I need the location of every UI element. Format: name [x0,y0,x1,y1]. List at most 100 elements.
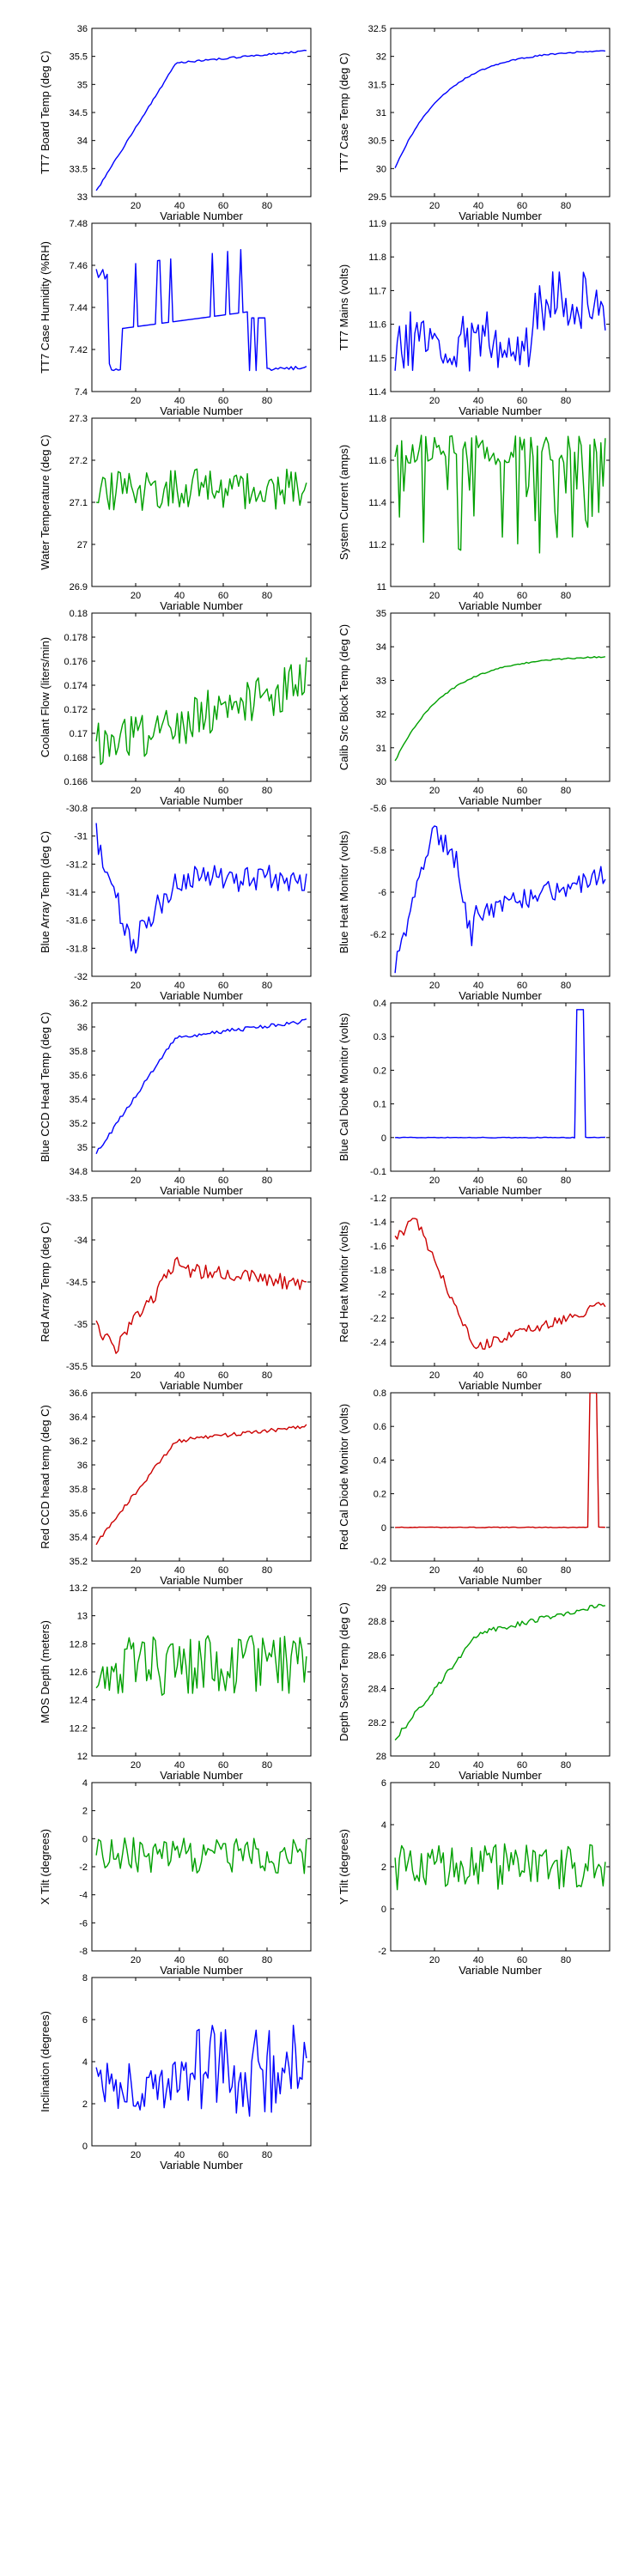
plot-frame [390,27,611,197]
series-line [95,1837,307,1874]
x-tick-label: 80 [262,201,272,211]
series-line [95,823,307,954]
x-tick-label: 60 [218,1760,228,1771]
y-tick-label: 35 [77,80,88,90]
y-tick-label: 0.168 [64,753,88,763]
y-tick-label: 7.42 [70,345,88,355]
y-tick-label: 7.44 [70,303,88,313]
y-tick-label: 27.2 [70,456,88,466]
x-tick-label: 20 [429,1370,440,1381]
series-line [95,249,307,372]
series-line [95,468,307,511]
y-tick-label: 31.5 [368,80,386,90]
x-axis-label: Variable Number [160,989,243,1002]
y-tick-label: -1.2 [370,1194,386,1204]
y-tick-label: 8 [82,1973,88,1984]
y-tick-label: 11.5 [368,354,386,364]
chart-panel-20: 20 40 60 80 -2 0 2 4 6 Variable Number Y Tilt (deg… [337,1778,611,1977]
y-tick-label: 35.8 [70,1047,88,1057]
y-tick-label: 28.6 [368,1650,386,1661]
y-tick-label: 35.2 [70,1557,88,1567]
y-tick-label: 12.4 [70,1696,88,1706]
x-axis-label: Variable Number [160,210,243,222]
x-tick-label: 40 [174,1955,185,1965]
y-tick-label: -31 [74,832,88,842]
x-axis-label: Variable Number [160,1574,243,1587]
y-axis-label: Y Tilt (degrees) [337,1829,350,1905]
plot-frame [390,1392,611,1562]
y-tick-label: 0.4 [374,1455,386,1466]
y-axis-label: System Current (amps) [337,445,350,560]
x-tick-label: 80 [262,981,272,991]
y-tick-label: 36 [77,1461,88,1471]
y-tick-label: 0.178 [64,633,88,643]
x-tick-label: 80 [262,786,272,796]
x-tick-label: 80 [262,1955,272,1965]
x-tick-label: 40 [473,1370,483,1381]
y-tick-label: 0 [381,1905,386,1915]
x-tick-label: 40 [174,201,185,211]
y-axis-label: TT7 Board Temp (deg C) [39,51,52,174]
y-tick-label: 13 [77,1612,88,1622]
series-line [395,1009,605,1139]
x-axis-label: Variable Number [459,404,542,417]
x-tick-label: 60 [218,201,228,211]
y-axis-label: Inclination (degrees) [39,2011,52,2112]
x-tick-label: 40 [473,201,483,211]
y-tick-label: 35.8 [70,1485,88,1495]
series-line [95,1256,307,1354]
y-tick-label: -2.2 [370,1314,386,1324]
y-tick-label: -33.5 [66,1194,88,1204]
y-tick-label: 35.2 [70,1119,88,1129]
chart-panel-17: 20 40 60 80 12 12.2 12.4 12.6 12.8 13 13.2 Variable… [39,1583,312,1782]
y-tick-label: 0.2 [374,1490,386,1500]
y-axis-label: TT7 Case Temp (deg C) [337,52,350,172]
x-tick-label: 80 [561,396,571,406]
chart-panel-10: 20 40 60 80 -6.2 -6 -5.8 -5.6 Variable Number Blu… [337,804,611,1002]
chart-panel-21: 20 40 60 80 0 2 4 6 8 Variable Number Inclination … [39,1973,312,2172]
x-tick-label: 60 [517,1565,527,1576]
y-tick-label: 27.3 [70,414,88,424]
y-tick-label: 0.172 [64,705,88,715]
chart-panel-14: 20 40 60 80 -2.4 -2.2 -2 -1.8 -1.6 -1.4 -1.2 Variab… [337,1194,611,1392]
x-tick-label: 20 [131,201,141,211]
series-line [394,1843,606,1891]
series-line [95,2025,307,2117]
plot-frame [91,1977,312,2147]
plot-frame [390,612,611,782]
x-tick-label: 20 [429,1760,440,1771]
y-tick-label: 34 [77,137,88,147]
y-tick-label: 30 [376,164,386,174]
y-tick-label: -6 [378,888,386,898]
x-tick-label: 40 [174,981,185,991]
x-axis-label: Variable Number [459,1964,542,1977]
y-tick-label: 4 [381,1820,386,1831]
x-tick-label: 40 [174,396,185,406]
y-tick-label: 7.48 [70,219,88,229]
y-tick-label: 36.2 [70,1437,88,1447]
x-tick-label: 60 [517,1955,527,1965]
x-tick-label: 60 [218,1176,228,1186]
series-line [95,1018,307,1155]
series-line [95,49,307,191]
y-tick-label: 35.4 [70,1533,88,1543]
x-tick-label: 60 [517,396,527,406]
y-tick-label: 0.166 [64,777,88,787]
y-tick-label: 35.5 [70,52,88,63]
y-axis-label: X Tilt (degrees) [39,1829,52,1905]
y-tick-label: -2.4 [370,1338,386,1348]
x-tick-label: 40 [174,2150,185,2160]
x-tick-label: 60 [517,201,527,211]
plot-frame [91,807,312,977]
y-tick-label: 0.1 [374,1100,386,1110]
x-axis-label: Variable Number [459,1769,542,1782]
y-axis-label: Blue Cal Diode Monitor (volts) [337,1013,350,1162]
x-tick-label: 40 [174,1176,185,1186]
y-tick-label: 35.4 [70,1095,88,1105]
x-tick-label: 60 [218,1370,228,1381]
chart-panel-4: 20 40 60 80 11.4 11.5 11.6 11.7 11.8 11.9 Variable… [337,219,611,417]
y-tick-label: 27 [77,540,88,550]
x-tick-label: 20 [429,786,440,796]
x-tick-label: 80 [262,1176,272,1186]
x-tick-label: 60 [517,1760,527,1771]
